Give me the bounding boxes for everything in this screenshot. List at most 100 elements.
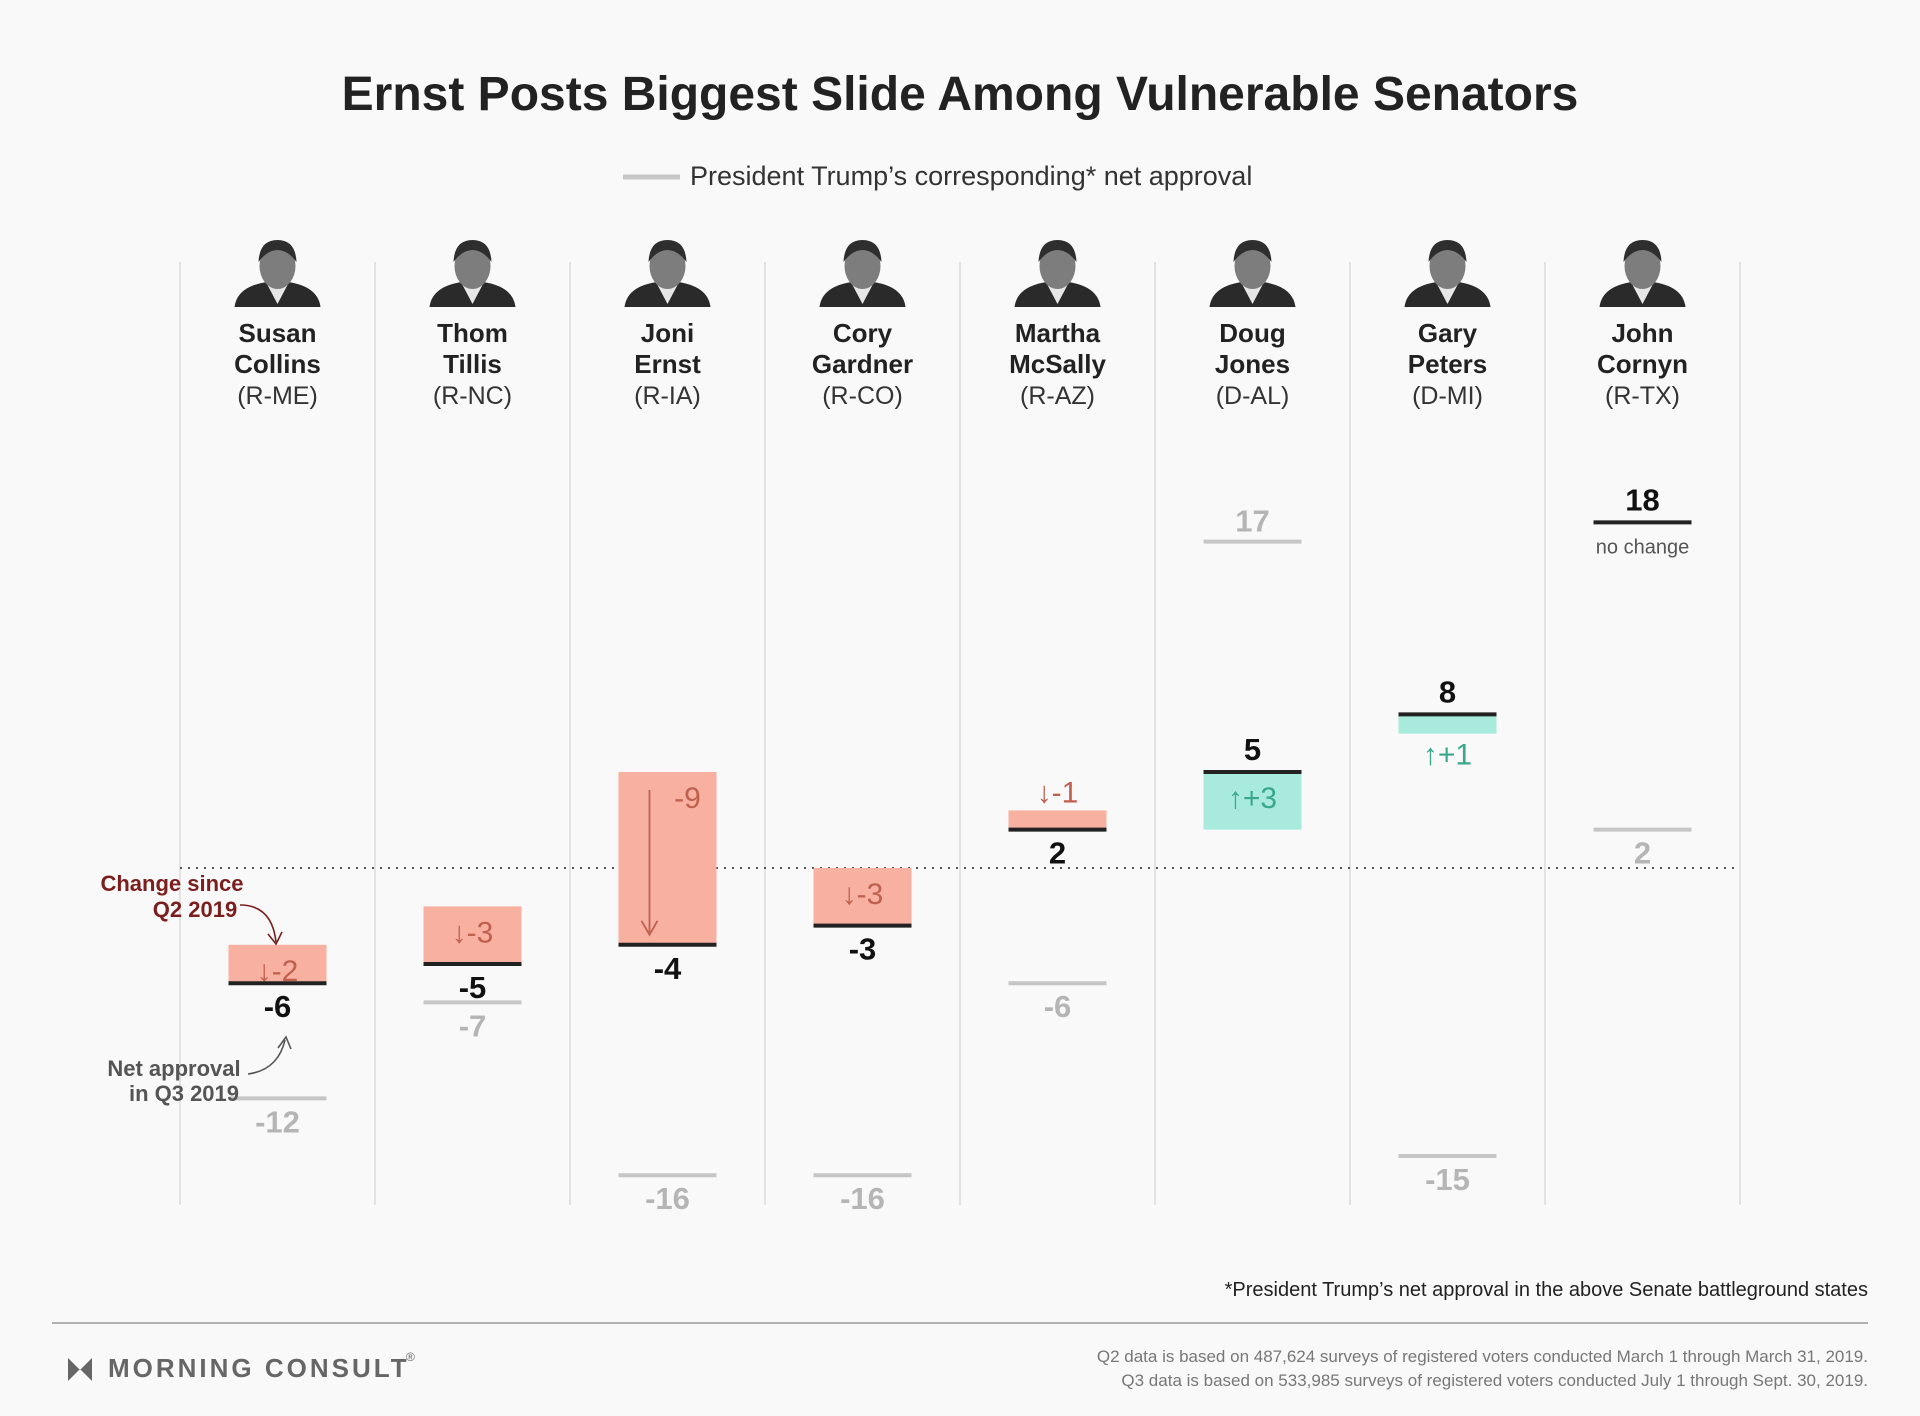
change-bar <box>618 772 717 945</box>
brand-name: MORNING CONSULT <box>108 1353 410 1383</box>
change-label: ↑+1 <box>1423 739 1472 772</box>
senator-photo-icon <box>624 240 711 307</box>
photo-face <box>649 243 686 289</box>
senator-first-name: Susan <box>238 318 316 348</box>
senator-photo-icon <box>1014 240 1101 307</box>
photo-collar <box>267 285 288 304</box>
trump-approval-label: -7 <box>459 1008 487 1043</box>
footnote: *President Trump’s net approval in the a… <box>1225 1279 1868 1301</box>
change-arrowhead <box>640 920 659 937</box>
annotation-net-arrow <box>247 1039 286 1075</box>
change-label: ↓-1 <box>1037 776 1079 809</box>
annotation-change-line1: Change since <box>100 871 243 896</box>
senator-party: (R-ME) <box>237 382 318 410</box>
senator-party: (R-AZ) <box>1020 382 1095 410</box>
trump-approval-label: 2 <box>1634 836 1651 871</box>
senator-photo-icon <box>429 240 516 307</box>
senator-photo-icon <box>1404 240 1491 307</box>
q3-approval-label: -5 <box>459 970 487 1005</box>
photo-face <box>844 243 881 289</box>
trump-approval-label: -6 <box>1044 989 1072 1024</box>
photo-hair <box>648 240 687 262</box>
q3-approval-label: -6 <box>264 989 292 1024</box>
photo-collar <box>852 285 873 304</box>
senator-party: (R-CO) <box>822 382 903 410</box>
change-label: ↓-3 <box>452 916 494 949</box>
photo-collar <box>462 285 483 304</box>
photo-collar <box>1047 285 1068 304</box>
photo-face <box>1039 243 1076 289</box>
senator-party: (D-MI) <box>1412 382 1483 410</box>
change-bar <box>228 944 327 984</box>
photo-face <box>454 243 491 289</box>
senator-party: (D-AL) <box>1216 382 1290 410</box>
trump-approval-label: -16 <box>645 1181 690 1216</box>
photo-face <box>259 243 296 289</box>
senator-photo-icon <box>819 240 906 307</box>
photo-collar <box>1242 285 1263 304</box>
no-change-label: no change <box>1596 536 1689 558</box>
senator-party: (R-IA) <box>634 382 701 410</box>
annotation-net-line1: Net approval <box>107 1056 240 1081</box>
photo-hair <box>843 240 882 262</box>
photo-face <box>1234 243 1271 289</box>
trump-approval-label: -12 <box>255 1104 300 1139</box>
photo-hair <box>258 240 297 262</box>
annotation-change-arrowhead <box>267 931 283 946</box>
senator-last-name: Cornyn <box>1597 349 1688 379</box>
change-bar <box>423 906 522 964</box>
senator-first-name: Joni <box>641 318 694 348</box>
annotation-net-arrowhead <box>277 1035 292 1050</box>
annotation-change: Change since Q2 2019 <box>100 871 283 946</box>
senator-last-name: McSally <box>1009 349 1106 379</box>
photo-face <box>1624 243 1661 289</box>
senator-first-name: John <box>1611 318 1673 348</box>
senator-party: (R-NC) <box>433 382 512 410</box>
legend-label: President Trump’s corresponding* net app… <box>690 161 1252 191</box>
senator-last-name: Peters <box>1408 349 1488 379</box>
brand-mark: ® <box>406 1350 415 1364</box>
change-bar <box>1398 714 1497 734</box>
senator-last-name: Collins <box>234 349 321 379</box>
annotation-net-line2: in Q3 2019 <box>129 1081 239 1106</box>
senator-first-name: Doug <box>1219 318 1285 348</box>
chart-title: Ernst Posts Biggest Slide Among Vulnerab… <box>342 68 1579 121</box>
change-label: -9 <box>674 782 701 815</box>
morning-consult-logo-icon <box>68 1358 92 1381</box>
photo-hair <box>1233 240 1272 262</box>
senator-last-name: Ernst <box>634 349 701 379</box>
annotation-change-line2: Q2 2019 <box>153 897 237 922</box>
senator-last-name: Gardner <box>812 349 913 379</box>
senator-first-name: Cory <box>833 318 893 348</box>
trump-approval-label: -15 <box>1425 1162 1470 1197</box>
q3-approval-label: -3 <box>849 932 877 967</box>
senator-last-name: Tillis <box>443 349 502 379</box>
senator-photo-icon <box>234 240 321 307</box>
change-label: ↑+3 <box>1228 782 1277 815</box>
change-bar <box>1008 810 1107 830</box>
photo-collar <box>1437 285 1458 304</box>
trump-approval-label: -16 <box>840 1181 885 1216</box>
senator-photo-icon <box>1599 240 1686 307</box>
photo-collar <box>1632 285 1653 304</box>
photo-collar <box>657 285 678 304</box>
senator-first-name: Thom <box>437 318 508 348</box>
senator-columns <box>179 262 1741 1205</box>
photo-hair <box>1623 240 1662 262</box>
change-bar <box>813 868 912 926</box>
trump-approval-label: 17 <box>1235 504 1269 539</box>
senator-first-name: Martha <box>1015 318 1101 348</box>
senator-last-name: Jones <box>1215 349 1290 379</box>
photo-face <box>1429 243 1466 289</box>
chart-marks: SusanCollins(R-ME)-12↓-2-6ThomTillis(R-N… <box>228 240 1692 1216</box>
q3-approval-label: -4 <box>654 951 682 986</box>
senator-first-name: Gary <box>1418 318 1478 348</box>
